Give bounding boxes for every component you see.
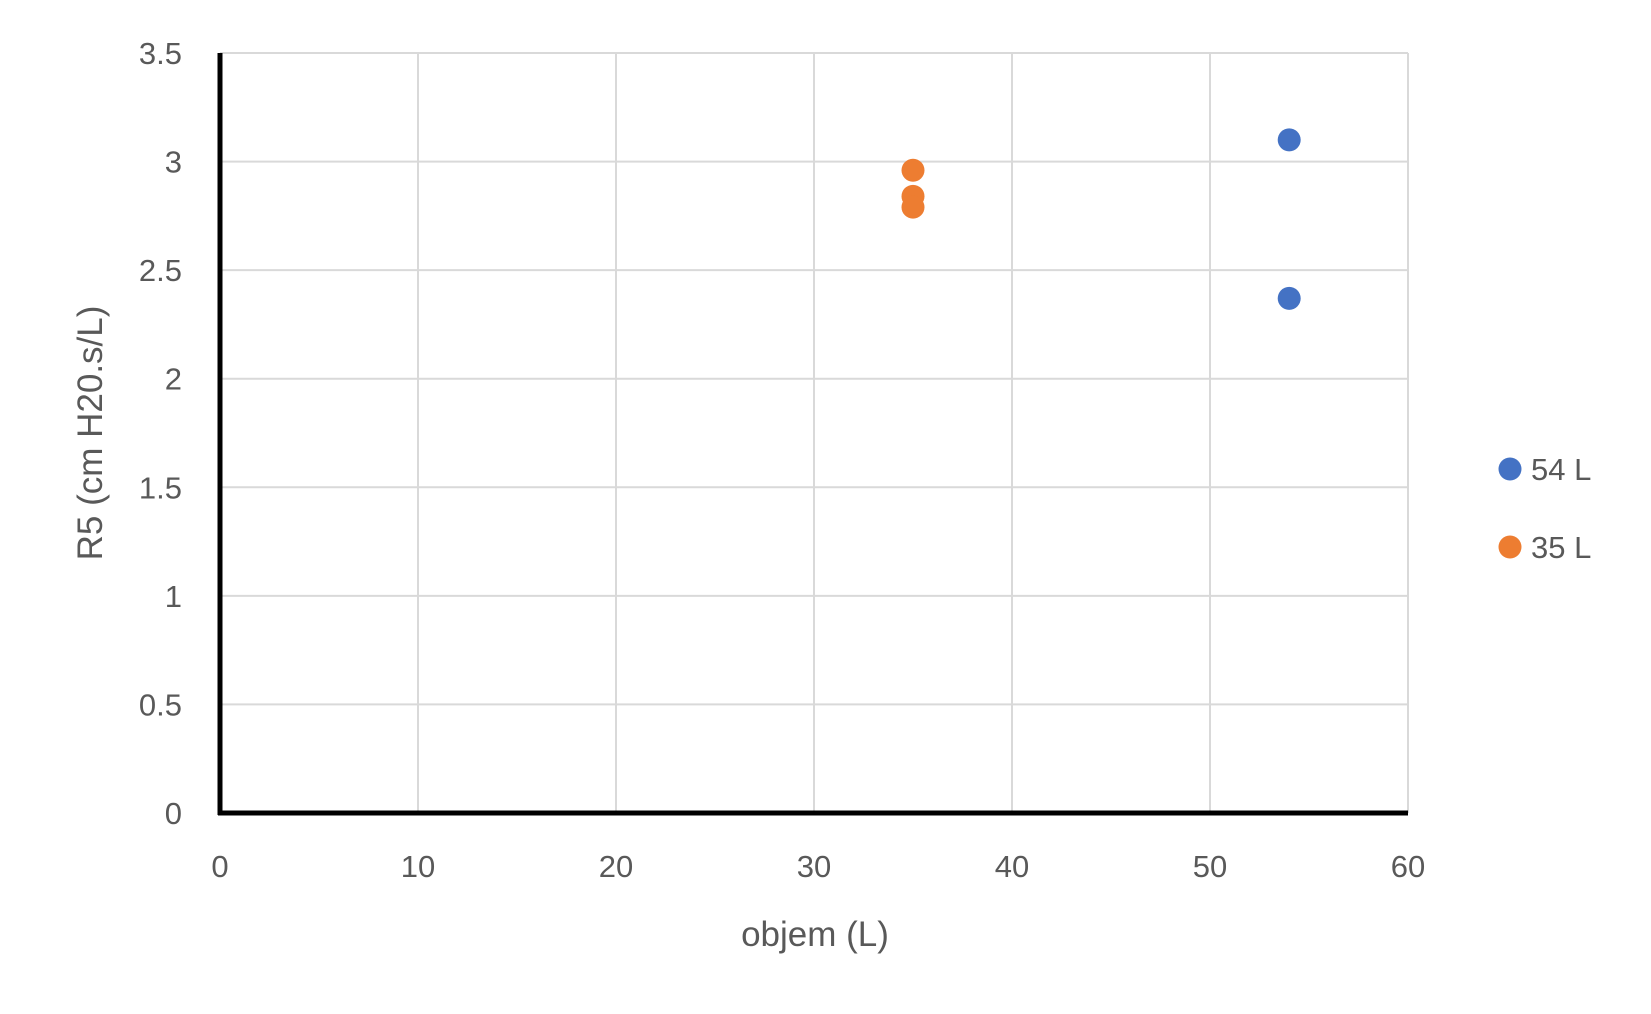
- x-tick-label: 0: [211, 849, 228, 884]
- x-tick-label: 50: [1193, 849, 1227, 884]
- x-tick-label: 30: [797, 849, 831, 884]
- data-point-series-1: [901, 158, 925, 182]
- legend-marker: [1498, 457, 1522, 481]
- y-tick-label: 0.5: [139, 687, 182, 722]
- y-axis-ticks: 0 0.5 1 1.5 2 2.5 3 3.5: [139, 36, 182, 831]
- y-tick-label: 3: [165, 145, 182, 180]
- legend-label: 35 L: [1531, 530, 1591, 565]
- x-tick-label: 60: [1391, 849, 1425, 884]
- y-tick-label: 1: [165, 579, 182, 614]
- y-tick-label: 3.5: [139, 36, 182, 71]
- data-point-series-0: [1277, 128, 1301, 152]
- x-axis-title: objem (L): [741, 915, 889, 954]
- legend-marker: [1498, 535, 1522, 559]
- axes: [217, 53, 1408, 816]
- data-point-series-0: [1277, 286, 1301, 310]
- gridlines: [219, 52, 1409, 814]
- y-tick-label: 2: [165, 362, 182, 397]
- x-tick-label: 20: [599, 849, 633, 884]
- legend: 54 L 35 L: [1498, 452, 1591, 565]
- legend-label: 54 L: [1531, 452, 1591, 487]
- x-tick-label: 10: [401, 849, 435, 884]
- x-axis-ticks: 0 10 20 30 40 50 60: [211, 849, 1425, 884]
- y-tick-label: 1.5: [139, 470, 182, 505]
- y-tick-label: 2.5: [139, 253, 182, 288]
- x-tick-label: 40: [995, 849, 1029, 884]
- y-tick-label: 0: [165, 796, 182, 831]
- data-point-series-1: [901, 195, 925, 219]
- data-points: [901, 128, 1301, 310]
- y-axis-title: R5 (cm H20.s/L): [71, 306, 110, 561]
